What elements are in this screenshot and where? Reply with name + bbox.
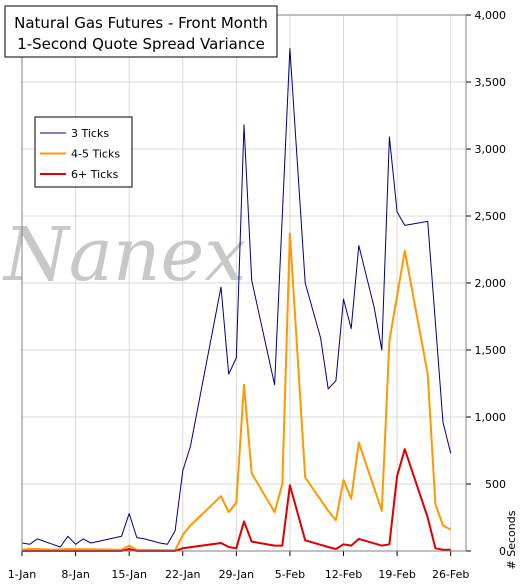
x-tick-label: 5-Feb bbox=[275, 568, 305, 581]
legend-label: 4-5 Ticks bbox=[71, 148, 120, 161]
y-tick-label: 3,500 bbox=[475, 76, 507, 89]
x-tick-label: 12-Feb bbox=[325, 568, 362, 581]
chart-title: Natural Gas Futures - Front Month bbox=[14, 14, 268, 32]
title-box: Natural Gas Futures - Front Month 1-Seco… bbox=[4, 5, 278, 58]
y-tick-label: 3,000 bbox=[475, 143, 507, 156]
series-line-3 bbox=[22, 448, 451, 552]
legend-label: 3 Ticks bbox=[71, 127, 109, 140]
y-tick-label: 1,500 bbox=[475, 344, 507, 357]
y-tick-label: 4,000 bbox=[475, 9, 507, 22]
y-tick-label: 1,000 bbox=[475, 411, 507, 424]
y-axis-label: # Seconds bbox=[505, 510, 518, 569]
y-tick-label: 2,000 bbox=[475, 277, 507, 290]
x-tick-label: 15-Jan bbox=[111, 568, 147, 581]
series-line-1 bbox=[21, 48, 452, 548]
legend: 3 Ticks 4-5 Ticks 6+ Ticks bbox=[34, 116, 133, 188]
chart-subtitle: 1-Second Quote Spread Variance bbox=[17, 35, 265, 53]
x-tick-label: 22-Jan bbox=[165, 568, 201, 581]
y-tick-label: 2,500 bbox=[475, 210, 507, 223]
y-tick-label: 0 bbox=[499, 545, 506, 558]
series-lines bbox=[21, 48, 452, 552]
series-line-2 bbox=[21, 232, 452, 552]
x-tick-label: 19-Feb bbox=[378, 568, 415, 581]
x-tick-label: 29-Jan bbox=[219, 568, 255, 581]
legend-frame bbox=[34, 116, 133, 188]
x-tick-label: 1-Jan bbox=[8, 568, 37, 581]
y-tick-label: 500 bbox=[485, 478, 506, 491]
axes: 0 500 1,000 1,500 2,000 2,500 3,000 3,500 4,000 1… bbox=[8, 9, 506, 581]
title-box-frame bbox=[4, 5, 278, 58]
x-tick-label: 26-Feb bbox=[432, 568, 469, 581]
legend-label: 6+ Ticks bbox=[71, 168, 119, 181]
watermark-nanex: Nanex bbox=[2, 212, 246, 298]
x-tick-label: 8-Jan bbox=[61, 568, 90, 581]
